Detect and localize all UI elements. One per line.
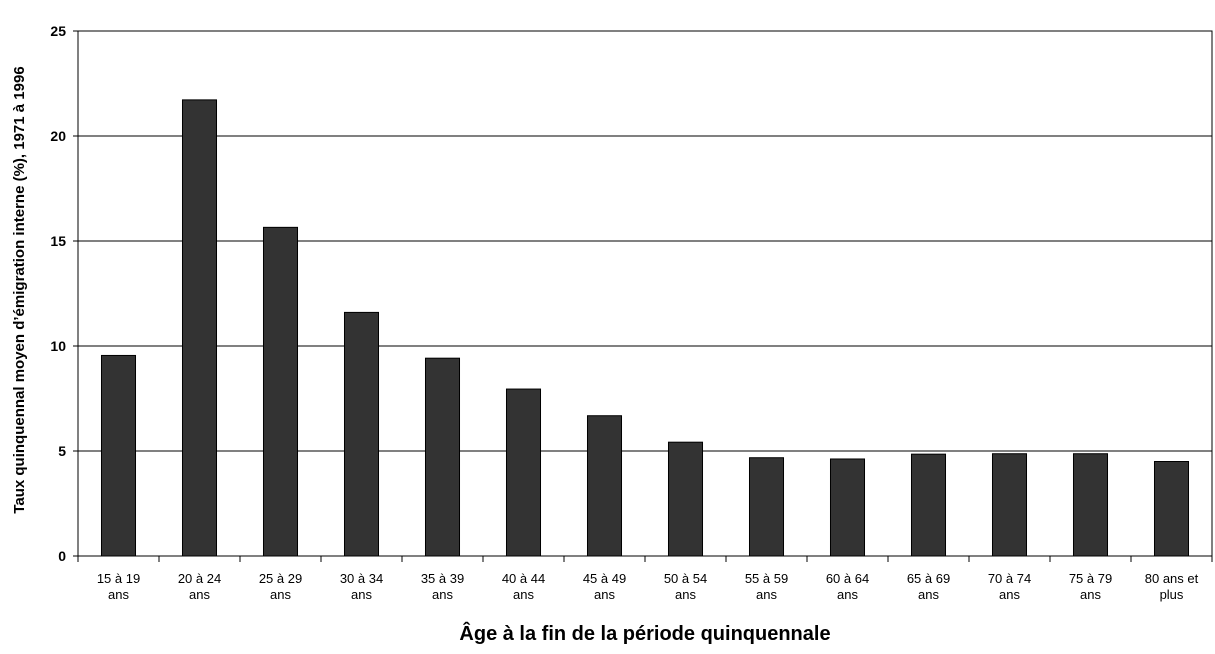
bar	[991, 453, 1028, 557]
y-axis-ticks: 0 5 10 15 20 25	[50, 23, 78, 564]
x-tick-label-line: 65 à 69	[907, 571, 950, 586]
bar	[181, 99, 218, 557]
bar	[262, 226, 299, 557]
x-tick-label: 60 à 64 ans	[826, 571, 869, 602]
bar	[667, 441, 704, 557]
x-tick-label: 55 à 59 ans	[745, 571, 788, 602]
bar	[586, 415, 623, 557]
x-tick-label: 65 à 69 ans	[907, 571, 950, 602]
bar	[424, 357, 461, 557]
x-axis-label: Âge à la fin de la période quinquennale	[459, 621, 830, 645]
bar	[910, 453, 947, 557]
x-tick-label-line: ans	[1080, 587, 1101, 602]
y-tick-label: 15	[50, 233, 66, 249]
x-tick-label-line: ans	[837, 587, 858, 602]
x-tick-label: 25 à 29 ans	[259, 571, 302, 602]
x-tick-label-line: 75 à 79	[1069, 571, 1112, 586]
x-tick-label: 15 à 19 ans	[97, 571, 140, 602]
x-tick-label-line: 50 à 54	[664, 571, 707, 586]
x-tick-label-line: 35 à 39	[421, 571, 464, 586]
x-tick-label-line: 30 à 34	[340, 571, 383, 586]
x-tick-label-line: 60 à 64	[826, 571, 869, 586]
x-tick-label: 80 ans et plus	[1145, 571, 1199, 602]
x-tick-label-line: ans	[189, 587, 210, 602]
bar	[1072, 453, 1109, 557]
bars	[100, 99, 1190, 557]
x-tick-label-line: 45 à 49	[583, 571, 626, 586]
y-tick-label: 10	[50, 338, 66, 354]
bar	[100, 354, 137, 557]
x-tick-label: 20 à 24 ans	[178, 571, 221, 602]
x-tick-label: 50 à 54 ans	[664, 571, 707, 602]
x-tick-label: 40 à 44 ans	[502, 571, 545, 602]
x-tick-label: 35 à 39 ans	[421, 571, 464, 602]
x-tick-label: 75 à 79 ans	[1069, 571, 1112, 602]
x-tick-label-line: ans	[513, 587, 534, 602]
y-tick-label: 20	[50, 128, 66, 144]
bar	[748, 457, 785, 557]
y-tick-label: 25	[50, 23, 66, 39]
x-tick-label-line: 25 à 29	[259, 571, 302, 586]
x-tick-label-line: plus	[1160, 587, 1184, 602]
x-tick-label-line: ans	[594, 587, 615, 602]
bar	[343, 311, 380, 557]
bar	[1153, 461, 1190, 557]
x-tick-label-line: 80 ans et	[1145, 571, 1199, 586]
x-tick-label-line: ans	[270, 587, 291, 602]
x-tick-label-line: ans	[999, 587, 1020, 602]
y-tick-label: 5	[58, 443, 66, 459]
x-tick-label-line: ans	[756, 587, 777, 602]
x-tick-label: 30 à 34 ans	[340, 571, 383, 602]
x-tick-label: 45 à 49 ans	[583, 571, 626, 602]
plot-area	[77, 30, 1213, 557]
x-tick-label-line: ans	[108, 587, 129, 602]
y-axis-label: Taux quinquennal moyen d’émigration inte…	[11, 66, 28, 513]
x-tick-label-line: ans	[432, 587, 453, 602]
x-tick-label-line: 70 à 74	[988, 571, 1031, 586]
x-tick-label-line: ans	[351, 587, 372, 602]
x-tick-label-line: ans	[675, 587, 696, 602]
x-tick-label-line: 55 à 59	[745, 571, 788, 586]
x-tick-label-line: 40 à 44	[502, 571, 545, 586]
x-tick-label-line: 20 à 24	[178, 571, 221, 586]
x-tick-label-line: ans	[918, 587, 939, 602]
x-tick-label-line: 15 à 19	[97, 571, 140, 586]
x-tick-label: 70 à 74 ans	[988, 571, 1031, 602]
y-tick-label: 0	[58, 548, 66, 564]
bar	[505, 388, 542, 557]
bar	[829, 458, 866, 557]
